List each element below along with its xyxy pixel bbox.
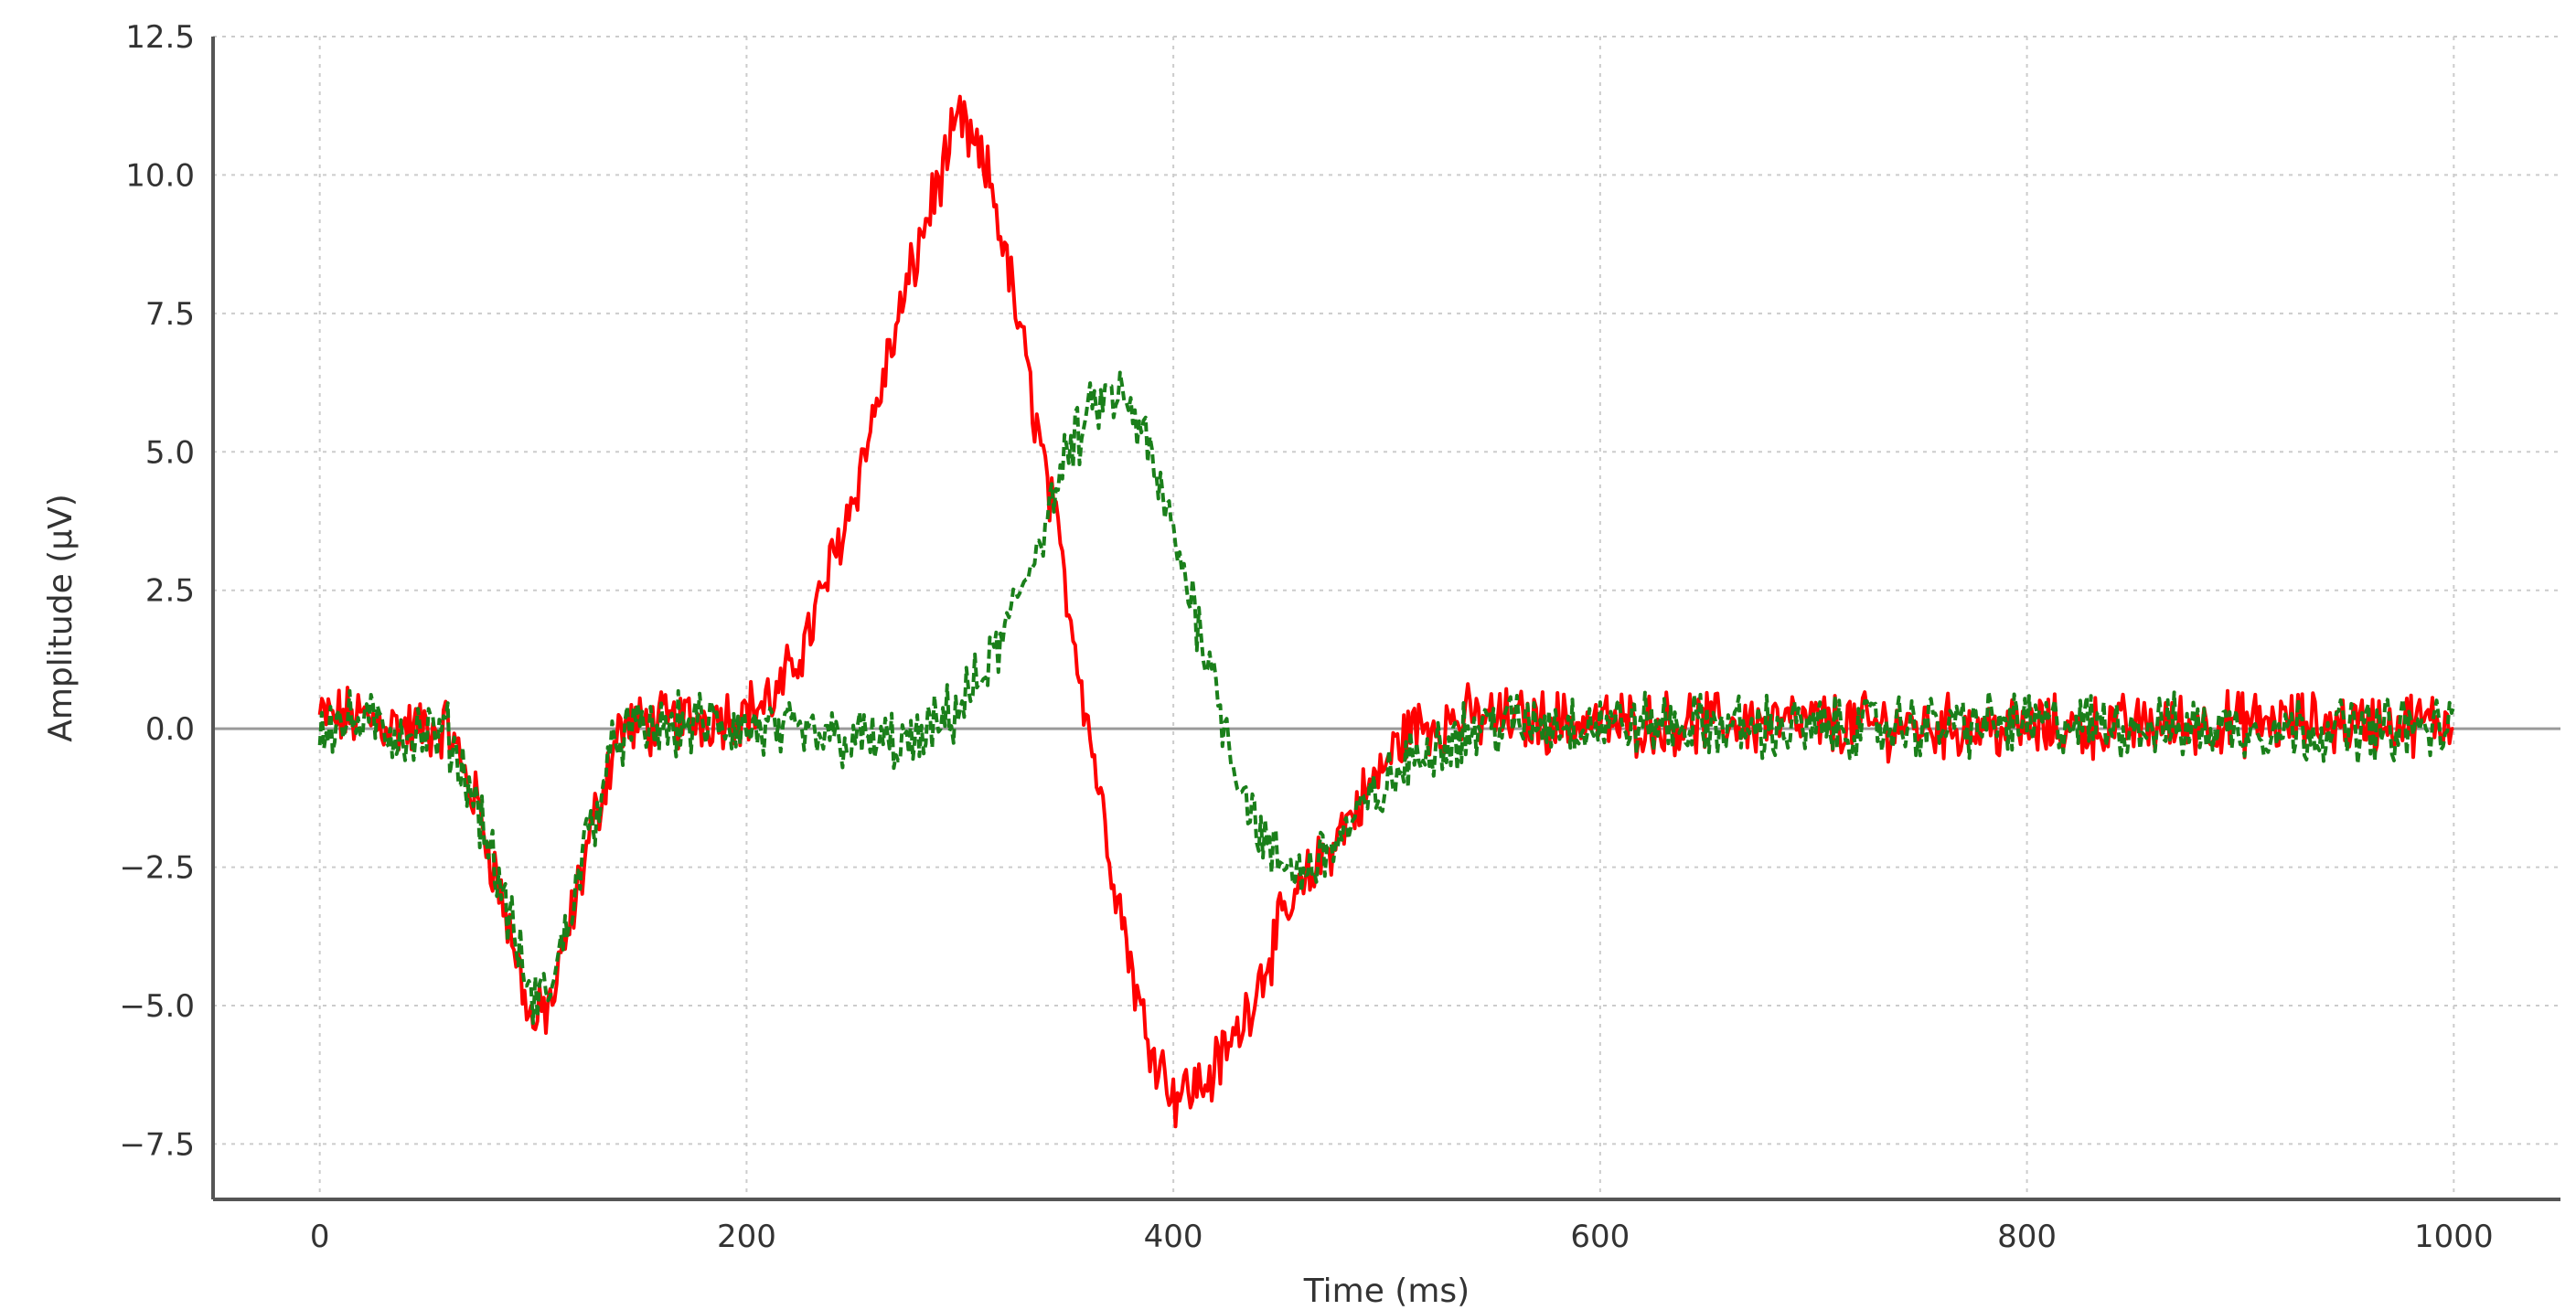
x-tick-label: 600 [1570,1219,1630,1255]
axes [211,37,2560,1201]
y-tick-label: −5.0 [119,988,195,1025]
y-tick-label: 7.5 [145,296,195,333]
y-tick-label: 0.0 [145,711,195,748]
x-tick-label: 400 [1144,1219,1203,1255]
x-tick-label: 0 [310,1219,330,1255]
series-2-line [317,370,2456,1026]
y-tick-label: 5.0 [145,434,195,471]
y-tick-label: 10.0 [125,157,195,194]
x-axis-title: Time (ms) [1303,1273,1470,1310]
y-tick-label: −7.5 [119,1126,195,1163]
x-tick-label: 200 [717,1219,776,1255]
x-tick-label: 1000 [2414,1219,2494,1255]
x-tick-label: 800 [1997,1219,2057,1255]
y-tick-label: 2.5 [145,573,195,610]
y-tick-label: 12.5 [125,19,195,56]
data-series [317,94,2456,1129]
y-axis-title: Amplitude (μV) [42,494,80,742]
y-tick-label: −2.5 [119,850,195,887]
ticks: 0 200 400 600 800 1000 −7.5 −5.0 −2.5 0.0 2.5 5.0 7.… [119,19,2493,1255]
